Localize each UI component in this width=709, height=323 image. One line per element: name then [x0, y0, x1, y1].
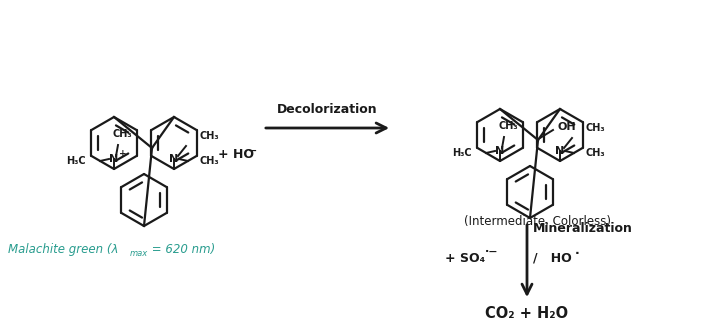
Text: N: N [496, 146, 505, 156]
Text: OH: OH [558, 122, 576, 132]
Text: N: N [555, 146, 564, 156]
Text: −: − [248, 146, 257, 156]
Text: Malachite green (λ: Malachite green (λ [8, 244, 118, 256]
Text: CH₃: CH₃ [112, 129, 132, 139]
Text: + HO: + HO [218, 149, 254, 162]
Text: ·: · [575, 246, 580, 259]
Text: = 620 nm): = 620 nm) [148, 244, 216, 256]
Text: H₃C: H₃C [67, 156, 86, 166]
Text: (Intermediate, Colorless): (Intermediate, Colorless) [464, 215, 611, 228]
Text: N: N [109, 154, 118, 164]
Text: CH₃: CH₃ [586, 148, 605, 158]
Text: CH₃: CH₃ [200, 131, 220, 141]
Text: max: max [130, 248, 148, 257]
Text: ·−: ·− [485, 247, 498, 257]
Text: H₃C: H₃C [452, 148, 472, 158]
Text: Decolorization: Decolorization [277, 103, 377, 116]
Text: CH₃: CH₃ [586, 123, 605, 133]
Text: CH₃: CH₃ [498, 121, 518, 131]
Text: N: N [169, 154, 179, 164]
Text: + SO₄: + SO₄ [445, 252, 485, 265]
Text: /   HO: / HO [533, 252, 571, 265]
Text: CH₃: CH₃ [200, 156, 220, 166]
Text: +: + [119, 150, 127, 159]
Text: CO₂ + H₂O: CO₂ + H₂O [486, 307, 569, 321]
Text: Mineralization: Mineralization [533, 222, 633, 234]
